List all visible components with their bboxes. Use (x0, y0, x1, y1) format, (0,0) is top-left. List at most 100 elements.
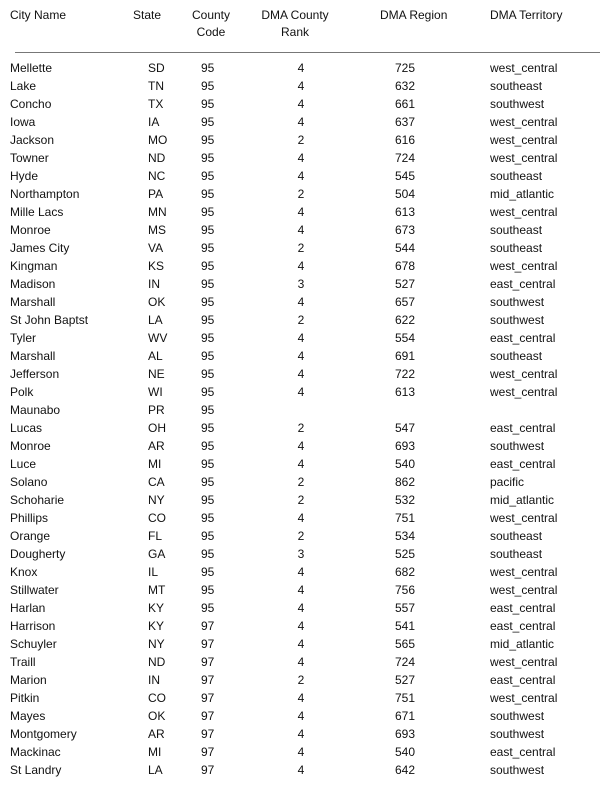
table-row: Towner ND 95 4 724 west_central (0, 149, 600, 167)
dma-region-cell: 661 (395, 97, 416, 111)
dma-region-cell: 862 (395, 475, 416, 489)
city-name-cell: Phillips (10, 511, 49, 525)
header-county-code-line1: County (191, 8, 231, 22)
table-row: Pitkin CO 97 4 751 west_central (0, 689, 600, 707)
dma-county-rank-cell: 4 (297, 259, 305, 273)
dma-territory-cell: southwest (490, 295, 545, 309)
table-row: Solano CA 95 2 862 pacific (0, 473, 600, 491)
dma-county-rank-cell: 2 (297, 673, 305, 687)
city-name-cell: Harlan (10, 601, 46, 615)
dma-county-rank-cell: 4 (297, 385, 305, 399)
county-code-cell: 95 (201, 295, 215, 309)
table-row: Mille Lacs MN 95 4 613 west_central (0, 203, 600, 221)
dma-county-rank-cell: 4 (297, 97, 305, 111)
dma-county-rank-cell: 3 (297, 547, 305, 561)
dma-county-rank-cell: 4 (297, 295, 305, 309)
dma-region-cell: 540 (395, 745, 416, 759)
dma-region-cell: 671 (395, 709, 416, 723)
dma-region-cell: 637 (395, 115, 416, 129)
city-name-cell: Montgomery (10, 727, 77, 741)
dma-county-rank-cell: 4 (297, 745, 305, 759)
city-name-cell: Concho (10, 97, 52, 111)
dma-territory-cell: southeast (490, 223, 543, 237)
state-cell: AR (148, 439, 165, 453)
table-row: Hyde NC 95 4 545 southeast (0, 167, 600, 185)
header-rank-line1: DMA County (261, 8, 329, 22)
county-code-cell: 95 (201, 565, 215, 579)
city-name-cell: Orange (10, 529, 51, 543)
dma-region-cell: 725 (395, 61, 416, 75)
city-name-cell: Lake (10, 79, 37, 93)
state-cell: GA (148, 547, 166, 561)
table-row: Kingman KS 95 4 678 west_central (0, 257, 600, 275)
header-dma-territory: DMA Territory (490, 8, 563, 22)
dma-territory-cell: southeast (490, 169, 543, 183)
county-code-cell: 95 (201, 511, 215, 525)
county-code-cell: 97 (201, 727, 215, 741)
dma-county-rank-cell: 4 (297, 115, 305, 129)
table-row: Lucas OH 95 2 547 east_central (0, 419, 600, 437)
dma-territory-cell: east_central (490, 331, 556, 345)
table-row: Stillwater MT 95 4 756 west_central (0, 581, 600, 599)
dma-territory-cell: east_central (490, 619, 556, 633)
table-row: Marshall AL 95 4 691 southeast (0, 347, 600, 365)
city-name-cell: Polk (10, 385, 34, 399)
table-row: Phillips CO 95 4 751 west_central (0, 509, 600, 527)
county-code-cell: 95 (201, 169, 215, 183)
dma-county-rank-cell: 4 (297, 511, 305, 525)
dma-region-cell: 678 (395, 259, 416, 273)
state-cell: KY (148, 619, 165, 633)
table-row: Marshall OK 95 4 657 southwest (0, 293, 600, 311)
dma-region-cell: 525 (395, 547, 416, 561)
state-cell: OH (148, 421, 166, 435)
county-code-cell: 95 (201, 97, 215, 111)
dma-county-rank-cell: 4 (297, 223, 305, 237)
dma-region-cell: 557 (395, 601, 416, 615)
dma-region-cell: 541 (395, 619, 416, 633)
dma-territory-cell: west_central (490, 61, 558, 75)
table-row: Mellette SD 95 4 725 west_central (0, 59, 600, 77)
county-code-cell: 97 (201, 619, 215, 633)
dma-region-cell: 527 (395, 673, 416, 687)
dma-region-cell: 722 (395, 367, 416, 381)
city-name-cell: Schoharie (10, 493, 65, 507)
state-cell: CA (148, 475, 165, 489)
dma-territory-cell: west_central (490, 133, 558, 147)
state-cell: MS (148, 223, 166, 237)
dma-region-cell: 693 (395, 439, 416, 453)
city-name-cell: Solano (10, 475, 48, 489)
dma-county-rank-cell: 4 (297, 637, 305, 651)
city-name-cell: Dougherty (10, 547, 66, 561)
city-name-cell: Stillwater (10, 583, 59, 597)
dma-region-cell: 673 (395, 223, 416, 237)
state-cell: MI (148, 745, 162, 759)
county-code-cell: 95 (201, 151, 215, 165)
county-code-cell: 95 (201, 241, 215, 255)
dma-region-cell: 545 (395, 169, 416, 183)
table-row: Tyler WV 95 4 554 east_central (0, 329, 600, 347)
county-code-cell: 97 (201, 673, 215, 687)
state-cell: IN (148, 277, 160, 291)
table-row: Mayes OK 97 4 671 southwest (0, 707, 600, 725)
state-cell: IL (148, 565, 159, 579)
county-code-cell: 97 (201, 709, 215, 723)
state-cell: AR (148, 727, 165, 741)
city-name-cell: Pitkin (10, 691, 40, 705)
county-code-cell: 95 (201, 223, 215, 237)
header-dma-region: DMA Region (380, 8, 448, 22)
city-name-cell: Mayes (10, 709, 46, 723)
dma-region-cell: 540 (395, 457, 416, 471)
city-name-cell: Towner (10, 151, 49, 165)
city-name-cell: Mille Lacs (10, 205, 64, 219)
dma-territory-cell: pacific (490, 475, 525, 489)
county-code-cell: 95 (201, 79, 215, 93)
city-name-cell: Mellette (10, 61, 53, 75)
dma-region-cell: 756 (395, 583, 416, 597)
dma-territory-cell: west_central (490, 367, 558, 381)
dma-region-cell: 613 (395, 205, 416, 219)
table-row: St Landry LA 97 4 642 southwest (0, 761, 600, 779)
dma-territory-cell: mid_atlantic (490, 637, 555, 651)
dma-region-cell: 682 (395, 565, 416, 579)
dma-county-rank-cell: 4 (297, 763, 305, 777)
dma-territory-cell: southwest (490, 763, 545, 777)
